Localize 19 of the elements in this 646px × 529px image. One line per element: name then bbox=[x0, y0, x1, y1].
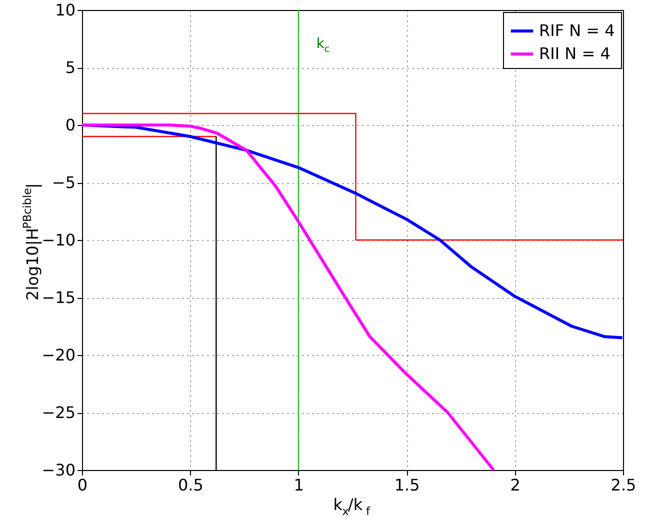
y-tick-label: −10 bbox=[42, 230, 76, 250]
y-tick-label: −25 bbox=[42, 403, 76, 422]
y-tick-label: −5 bbox=[52, 173, 76, 192]
x-tick-label: 1.5 bbox=[394, 476, 420, 494]
x-tick-label: 2 bbox=[510, 476, 520, 494]
line-series bbox=[80, 124, 496, 472]
y-tick-label: 0 bbox=[65, 116, 76, 134]
legend-label: RII N = 4 bbox=[539, 44, 610, 63]
y-tick-label: −20 bbox=[42, 346, 76, 364]
x-tick-label: 2.5 bbox=[610, 476, 636, 494]
legend-label: RIF N = 4 bbox=[539, 21, 615, 40]
x-tick-label: 0.5 bbox=[178, 476, 204, 494]
y-tick-label: 5 bbox=[65, 58, 76, 77]
y-tick-label: 10 bbox=[55, 0, 76, 20]
x-tick-label: 0 bbox=[77, 476, 88, 494]
y-axis-title: 2log10|HPBcible| bbox=[20, 183, 42, 300]
y-tick-label: −15 bbox=[42, 288, 76, 307]
y-tick-label: −30 bbox=[42, 460, 76, 480]
x-tick-label: 1 bbox=[294, 476, 304, 494]
